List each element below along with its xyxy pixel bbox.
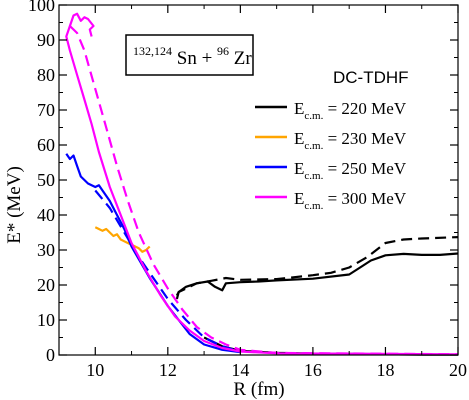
y-tick-label: 30 [37,240,55,260]
legend-label-e220: Ec.m. = 220 MeV [294,99,407,122]
svg-text:132,124 Sn +: 132,124 Sn + 96 Zr [133,39,252,69]
x-tick-label: 16 [304,360,322,380]
x-axis-title: R (fm) [233,379,284,400]
y-tick-label: 70 [37,100,55,120]
reaction-plus: + [202,48,217,69]
series-line-e250-dashed [94,189,241,353]
reaction-sup-2: 96 [217,44,229,58]
series-line-e300-solid [65,12,459,356]
axis-ticks: 10 12 14 16 18 20 0 10 20 30 40 50 60 70 80 90 100 [28,0,467,380]
reaction-element-2: Zr [234,48,253,69]
legend: Ec.m. = 220 MeV Ec.m. = 230 MeV Ec.m. = 25… [255,99,407,212]
data-curves [65,12,459,356]
series-line-e220-solid [175,252,459,300]
x-tick-label: 10 [86,360,104,380]
reaction-element-1: Sn [177,48,198,69]
reaction-label-frame [125,34,254,76]
reaction-sup-1: 132,124 [133,44,172,58]
series-line-e300-dashed [69,25,459,356]
x-tick-label: 20 [449,360,467,380]
y-tick-label: 0 [46,345,55,365]
y-tick-label: 40 [37,205,55,225]
legend-label-e230: Ec.m. = 230 MeV [294,129,407,152]
plot-frame [58,4,459,356]
y-tick-label: 90 [37,30,55,50]
y-tick-label: 100 [28,0,55,15]
series-line-e250-solid [65,153,241,354]
x-tick-label: 14 [231,360,249,380]
x-tick-label: 12 [159,360,177,380]
y-tick-label: 50 [37,170,55,190]
legend-label-e250: Ec.m. = 250 MeV [294,159,407,182]
y-tick-label: 10 [37,310,55,330]
y-tick-label: 20 [37,275,55,295]
reaction-label-box: 132,124 Sn + 96 Zr [125,34,254,76]
y-tick-label: 60 [37,135,55,155]
y-tick-label: 80 [37,65,55,85]
legend-label-e300: Ec.m. = 300 MeV [294,189,407,212]
y-axis-title: E* (MeV) [4,166,25,244]
series-line-e230-solid [94,226,151,253]
x-tick-label: 18 [376,360,394,380]
method-label: DC-TDHF [333,68,409,87]
